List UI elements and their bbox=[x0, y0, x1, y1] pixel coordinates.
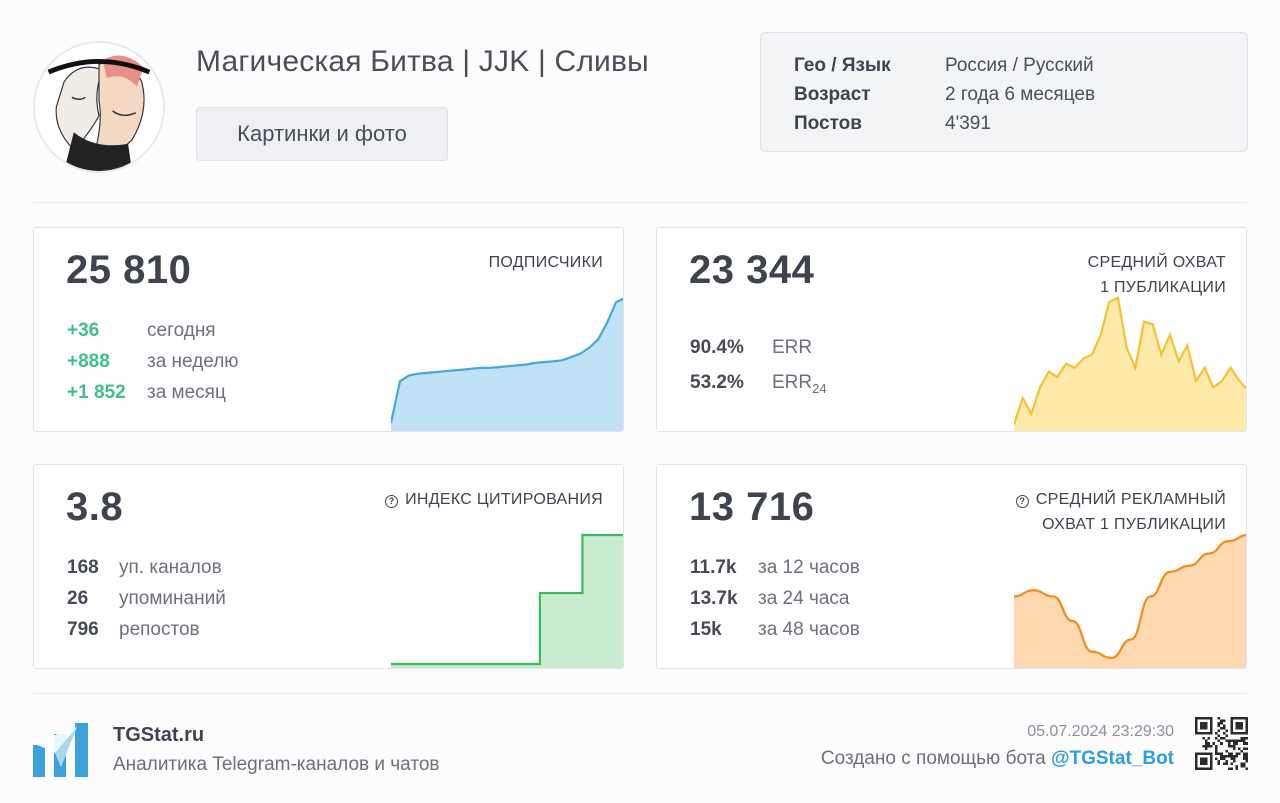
stat-text: упоминаний bbox=[119, 588, 226, 609]
err-text: ERR bbox=[772, 372, 813, 393]
report-timestamp: 05.07.2024 23:29:30 bbox=[1027, 723, 1174, 740]
stat-row: +36 сегодня bbox=[67, 320, 216, 342]
stat-text: за 24 часа bbox=[758, 588, 850, 609]
created-by: Создано с помощью бота @TGStat_Bot bbox=[821, 748, 1174, 770]
citation-label: ? ИНДЕКС ЦИТИРОВАНИЯ bbox=[385, 487, 603, 512]
stat-row: 90.4% ERR bbox=[690, 337, 812, 359]
citation-card: 3.8 ? ИНДЕКС ЦИТИРОВАНИЯ 168 уп. каналов … bbox=[33, 464, 624, 669]
info-value: 2 года 6 месяцев bbox=[945, 83, 1096, 105]
stat-row: +888 за неделю bbox=[67, 351, 239, 373]
channel-title: Магическая Битва | JJK | Сливы bbox=[196, 45, 649, 78]
stat-text: за неделю bbox=[147, 351, 239, 372]
stat-text: за месяц bbox=[147, 382, 226, 403]
info-key: Постов bbox=[794, 112, 862, 134]
stat-row: 53.2% ERR24 bbox=[690, 372, 827, 396]
reach-label-line: 1 ПУБЛИКАЦИИ bbox=[1100, 279, 1226, 296]
citation-sparkline bbox=[391, 533, 623, 668]
header-divider bbox=[33, 202, 1247, 203]
footer-divider bbox=[33, 693, 1247, 694]
stat-text: ERR24 bbox=[772, 372, 827, 396]
sparkline-line bbox=[1014, 296, 1246, 425]
ad-reach-sparkline bbox=[1014, 534, 1246, 668]
info-value: Россия / Русский bbox=[945, 54, 1094, 76]
reach-card: 23 344 СРЕДНИЙ ОХВАТ 1 ПУБЛИКАЦИИ 90.4% … bbox=[656, 227, 1247, 432]
ad-reach-label-line: ? СРЕДНИЙ РЕКЛАМНЫЙ bbox=[1015, 487, 1226, 512]
stat-row: 11.7k за 12 часов bbox=[690, 557, 860, 579]
sparkline-area bbox=[1014, 298, 1246, 431]
reach-value: 23 344 bbox=[689, 248, 815, 292]
info-row-age: Возраст 2 года 6 месяцев bbox=[794, 80, 1247, 109]
question-circle-icon[interactable]: ? bbox=[1015, 495, 1029, 508]
stat-number: 26 bbox=[67, 588, 89, 609]
stat-number: 15k bbox=[690, 619, 722, 640]
stat-text: сегодня bbox=[147, 320, 216, 341]
ad-reach-card: 13 716 ? СРЕДНИЙ РЕКЛАМНЫЙ ОХВАТ 1 ПУБЛИК… bbox=[656, 464, 1247, 669]
ad-reach-value: 13 716 bbox=[689, 485, 815, 529]
stat-number: +888 bbox=[67, 351, 110, 372]
ad-reach-label: ? СРЕДНИЙ РЕКЛАМНЫЙ ОХВАТ 1 ПУБЛИКАЦИИ bbox=[1015, 487, 1226, 537]
channel-avatar bbox=[33, 41, 165, 173]
stat-text: за 48 часов bbox=[758, 619, 860, 640]
sparkline-area bbox=[391, 535, 623, 668]
subscribers-value: 25 810 bbox=[66, 248, 192, 292]
category-button[interactable]: Картинки и фото bbox=[196, 107, 448, 161]
subscribers-card: 25 810 ПОДПИСЧИКИ +36 сегодня +888 за не… bbox=[33, 227, 624, 432]
sparkline-line bbox=[1014, 534, 1246, 659]
citation-label-text: ИНДЕКС ЦИТИРОВАНИЯ bbox=[405, 491, 603, 508]
question-circle-icon[interactable]: ? bbox=[385, 495, 399, 508]
stat-number: 796 bbox=[67, 619, 99, 640]
ad-reach-label-line: ОХВАТ 1 ПУБЛИКАЦИИ bbox=[1042, 516, 1226, 533]
subscribers-label: ПОДПИСЧИКИ bbox=[488, 254, 603, 271]
stat-number: 53.2% bbox=[690, 372, 744, 393]
stat-text: уп. каналов bbox=[119, 557, 222, 578]
sparkline-area bbox=[391, 298, 623, 431]
stat-number: 11.7k bbox=[690, 557, 737, 578]
sparkline-line bbox=[391, 533, 623, 666]
stat-row: 15k за 48 часов bbox=[690, 619, 860, 641]
ad-reach-label-text: СРЕДНИЙ РЕКЛАМНЫЙ bbox=[1035, 491, 1226, 508]
stat-text: за 12 часов bbox=[758, 557, 860, 578]
reach-label-line: СРЕДНИЙ ОХВАТ bbox=[1087, 254, 1226, 271]
info-key: Гео / Язык bbox=[794, 54, 891, 76]
info-value: 4'391 bbox=[945, 112, 991, 134]
stat-row: 26 упоминаний bbox=[67, 588, 226, 610]
citation-value: 3.8 bbox=[66, 485, 124, 529]
stat-row: 796 репостов bbox=[67, 619, 200, 641]
stat-row: 168 уп. каналов bbox=[67, 557, 222, 579]
brand-tagline: Аналитика Telegram-каналов и чатов bbox=[113, 754, 440, 775]
subscribers-sparkline bbox=[391, 297, 623, 431]
sparkline-area bbox=[1014, 535, 1246, 668]
sparkline-line bbox=[391, 297, 623, 424]
bot-link[interactable]: @TGStat_Bot bbox=[1050, 748, 1174, 769]
reach-sparkline bbox=[1014, 296, 1246, 431]
stat-number: +1 852 bbox=[67, 382, 126, 403]
err-subscript: 24 bbox=[812, 380, 827, 396]
qr-code-icon bbox=[1195, 717, 1248, 770]
stat-row: +1 852 за месяц bbox=[67, 382, 226, 404]
stat-text: репостов bbox=[119, 619, 200, 640]
info-row-posts: Постов 4'391 bbox=[794, 109, 1247, 138]
created-prefix: Создано с помощью бота bbox=[820, 748, 1051, 769]
stat-number: 90.4% bbox=[690, 337, 744, 358]
stat-number: 168 bbox=[67, 557, 99, 578]
stat-number: +36 bbox=[67, 320, 100, 341]
channel-info-box: Гео / Язык Россия / Русский Возраст 2 го… bbox=[760, 32, 1248, 152]
stat-row: 13.7k за 24 часа bbox=[690, 588, 850, 610]
info-row-geo: Гео / Язык Россия / Русский bbox=[794, 51, 1247, 80]
reach-label: СРЕДНИЙ ОХВАТ 1 ПУБЛИКАЦИИ bbox=[1088, 250, 1226, 300]
brand-name[interactable]: TGStat.ru bbox=[113, 724, 205, 746]
tgstat-logo-icon[interactable] bbox=[33, 723, 88, 777]
stat-number: 13.7k bbox=[690, 588, 738, 609]
info-key: Возраст bbox=[794, 83, 871, 105]
stat-text: ERR bbox=[772, 337, 813, 358]
